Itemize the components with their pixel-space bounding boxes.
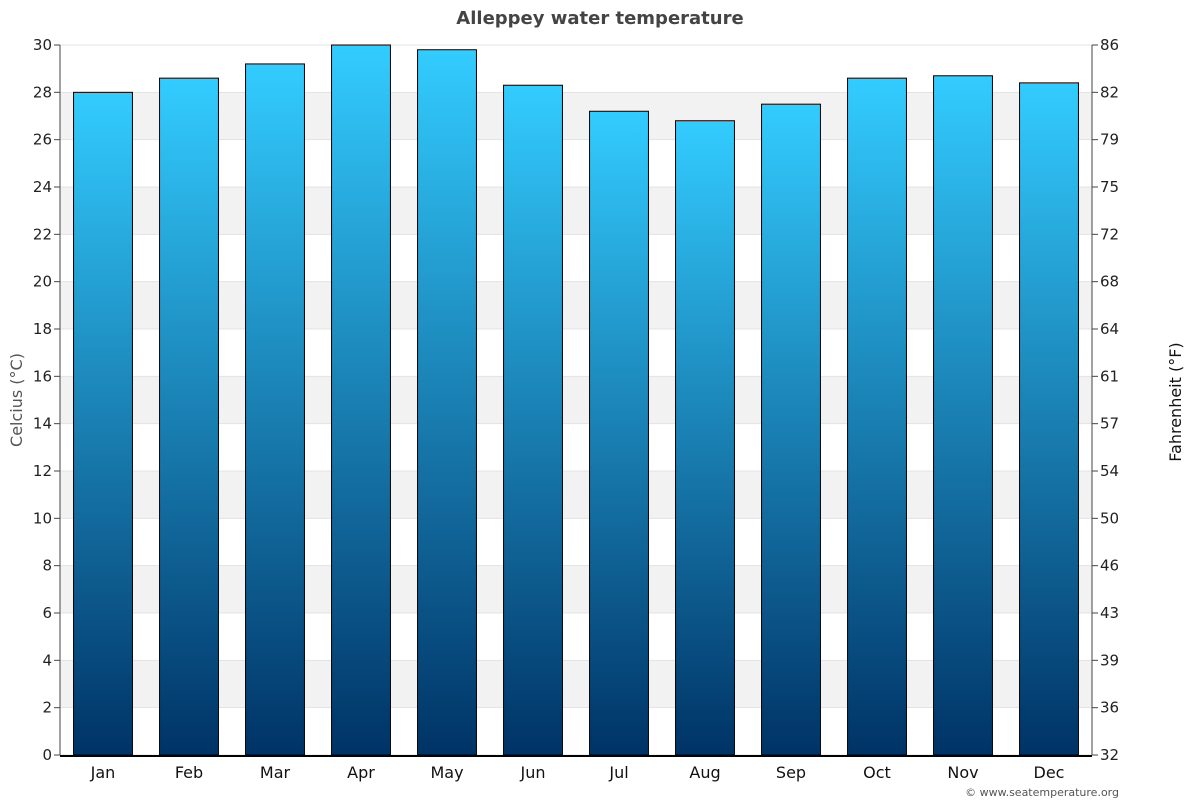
bar-apr — [331, 44, 391, 756]
y-tick-label-left: 10 — [33, 509, 52, 527]
bar-dec — [1019, 82, 1079, 756]
y-tick-label-right: 32 — [1100, 746, 1119, 764]
grid-band — [60, 281, 1092, 329]
bars-group — [73, 44, 1079, 756]
grid-band — [60, 660, 1092, 708]
y-tick-label-left: 26 — [33, 131, 52, 149]
bar-oct — [847, 77, 907, 756]
x-tick-label: Nov — [947, 763, 978, 782]
grid-band — [60, 565, 1092, 613]
y-tick-label-right: 43 — [1100, 604, 1119, 622]
y-tick-label-left: 12 — [33, 462, 52, 480]
grid-band — [60, 471, 1092, 519]
y-tick-label-left: 2 — [42, 699, 52, 717]
bar-aug — [675, 120, 735, 756]
bar-sep — [761, 103, 821, 756]
y-ticks-right: 32 36 39 43 46 50 54 57 61 64 68 72 75 79 82 86 — [1092, 36, 1119, 764]
bar-may — [417, 49, 477, 756]
y-tick-label-left: 30 — [33, 36, 52, 54]
x-tick-label: Aug — [689, 763, 720, 782]
y-tick-label-left: 20 — [33, 273, 52, 291]
y-tick-label-left: 24 — [33, 178, 52, 196]
y-tick-label-right: 68 — [1100, 273, 1119, 291]
y-tick-label-right: 39 — [1100, 651, 1119, 669]
y-axis-label-left: Celcius (°C) — [7, 353, 26, 447]
y-tick-label-right: 50 — [1100, 509, 1119, 527]
y-tick-label-right: 54 — [1100, 462, 1119, 480]
bar-nov — [933, 75, 993, 756]
y-tick-label-left: 14 — [33, 415, 52, 433]
bar-jan — [73, 91, 133, 756]
y-tick-label-right: 64 — [1100, 320, 1119, 338]
grid-band — [60, 376, 1092, 424]
y-tick-label-left: 22 — [33, 225, 52, 243]
grid-band — [60, 92, 1092, 140]
y-tick-label-right: 79 — [1100, 131, 1119, 149]
y-axis-label-right: Fahrenheit (°F) — [1166, 342, 1185, 461]
x-tick-label: Feb — [175, 763, 203, 782]
x-ticks: Jan Feb Mar Apr May Jun Jul Aug Sep Oct Nov Dec — [90, 763, 1065, 782]
bar-feb — [159, 77, 219, 756]
y-tick-label-right: 57 — [1100, 415, 1119, 433]
y-tick-label-left: 8 — [42, 557, 52, 575]
x-tick-label: Jun — [520, 763, 546, 782]
x-tick-label: Sep — [776, 763, 806, 782]
x-tick-label: Oct — [863, 763, 891, 782]
y-tick-label-left: 16 — [33, 367, 52, 385]
x-tick-label: Jan — [90, 763, 116, 782]
chart-title: Alleppey water temperature — [456, 8, 743, 29]
x-tick-label: Mar — [260, 763, 291, 782]
y-tick-label-right: 61 — [1100, 367, 1119, 385]
y-tick-label-right: 82 — [1100, 83, 1119, 101]
y-tick-label-right: 75 — [1100, 178, 1119, 196]
y-tick-label-left: 28 — [33, 83, 52, 101]
grid-bands — [60, 92, 1092, 708]
y-tick-label-right: 86 — [1100, 36, 1119, 54]
y-tick-label-right: 46 — [1100, 557, 1119, 575]
axes-group — [59, 45, 1093, 757]
x-tick-label: May — [430, 763, 463, 782]
bar-mar — [245, 63, 305, 756]
y-tick-label-left: 0 — [42, 746, 52, 764]
y-tick-label-left: 6 — [42, 604, 52, 622]
y-tick-label-left: 18 — [33, 320, 52, 338]
credit-text: © www.seatemperature.org — [965, 786, 1119, 799]
bar-jul — [589, 110, 649, 756]
grid-band — [60, 187, 1092, 235]
bar-jun — [503, 84, 563, 756]
x-tick-label: Dec — [1034, 763, 1065, 782]
x-tick-label: Jul — [608, 763, 628, 782]
x-tick-label: Apr — [347, 763, 375, 782]
y-tick-label-left: 4 — [42, 651, 52, 669]
y-tick-label-right: 72 — [1100, 225, 1119, 243]
y-tick-label-right: 36 — [1100, 699, 1119, 717]
